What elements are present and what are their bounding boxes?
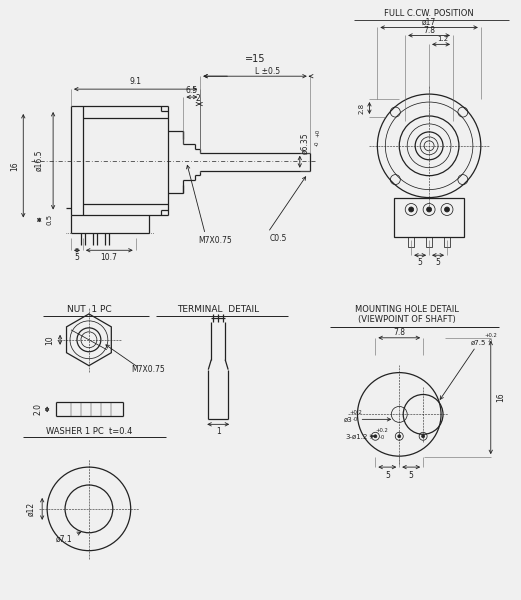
Text: -0: -0 [488, 339, 493, 344]
Text: 7.8: 7.8 [393, 328, 405, 337]
Text: 0.5: 0.5 [46, 214, 52, 225]
Circle shape [444, 207, 450, 212]
Text: 10: 10 [46, 335, 55, 344]
Text: C0.5: C0.5 [269, 234, 287, 243]
Circle shape [427, 207, 431, 212]
Text: =15: =15 [245, 54, 265, 64]
Text: 16: 16 [10, 161, 19, 170]
Circle shape [408, 207, 414, 212]
Text: 2: 2 [195, 94, 200, 103]
Text: 3-ø1.2: 3-ø1.2 [345, 434, 368, 440]
Text: 16: 16 [496, 392, 505, 402]
Text: -0: -0 [380, 435, 385, 440]
Text: TERMINAL  DETAIL: TERMINAL DETAIL [177, 305, 259, 314]
Text: FULL C.CW. POSITION: FULL C.CW. POSITION [384, 9, 474, 18]
Text: -0: -0 [353, 417, 358, 422]
Text: MOUNTING HOLE DETAIL: MOUNTING HOLE DETAIL [355, 305, 459, 314]
Text: 1: 1 [216, 427, 220, 436]
Text: NUT  1 PC: NUT 1 PC [67, 305, 111, 314]
Bar [394, 197, 464, 238]
Text: 9.1: 9.1 [130, 77, 142, 86]
Text: 2.8: 2.8 [358, 103, 365, 113]
Text: 5: 5 [75, 253, 79, 262]
Circle shape [374, 435, 377, 438]
Text: WASHER 1 PC  t=0.4: WASHER 1 PC t=0.4 [46, 427, 132, 436]
Text: 5: 5 [418, 258, 423, 267]
Text: +0: +0 [315, 129, 320, 137]
Text: M7X0.75: M7X0.75 [199, 236, 232, 245]
Text: +0.2: +0.2 [376, 428, 389, 433]
Text: (VIEWPOINT OF SHAFT): (VIEWPOINT OF SHAFT) [358, 316, 456, 325]
Text: 5: 5 [409, 470, 414, 479]
Text: ø6.35: ø6.35 [300, 132, 309, 154]
Text: ø7.5: ø7.5 [471, 340, 487, 346]
Text: ø3: ø3 [344, 416, 353, 422]
Text: ø16.5: ø16.5 [35, 150, 44, 172]
Circle shape [398, 435, 401, 438]
Text: 2.0: 2.0 [34, 403, 43, 415]
Text: 5: 5 [385, 470, 390, 479]
Text: ø17: ø17 [422, 18, 436, 27]
Circle shape [421, 435, 425, 438]
Text: 7.8: 7.8 [423, 26, 435, 35]
Text: L ±0.5: L ±0.5 [255, 67, 280, 76]
Text: 1.2: 1.2 [438, 37, 449, 43]
Bar [408, 238, 414, 247]
Text: ø12: ø12 [27, 502, 36, 516]
Text: -0: -0 [315, 140, 320, 146]
Text: +0.2: +0.2 [349, 410, 362, 415]
Text: 10.7: 10.7 [101, 253, 117, 262]
Text: +0.2: +0.2 [485, 334, 497, 338]
Text: 5: 5 [436, 258, 440, 267]
Bar [444, 238, 450, 247]
Text: ø7.1: ø7.1 [56, 534, 72, 543]
Bar [426, 238, 432, 247]
Text: M7X0.75: M7X0.75 [132, 365, 166, 374]
Text: 6.5: 6.5 [186, 86, 198, 95]
